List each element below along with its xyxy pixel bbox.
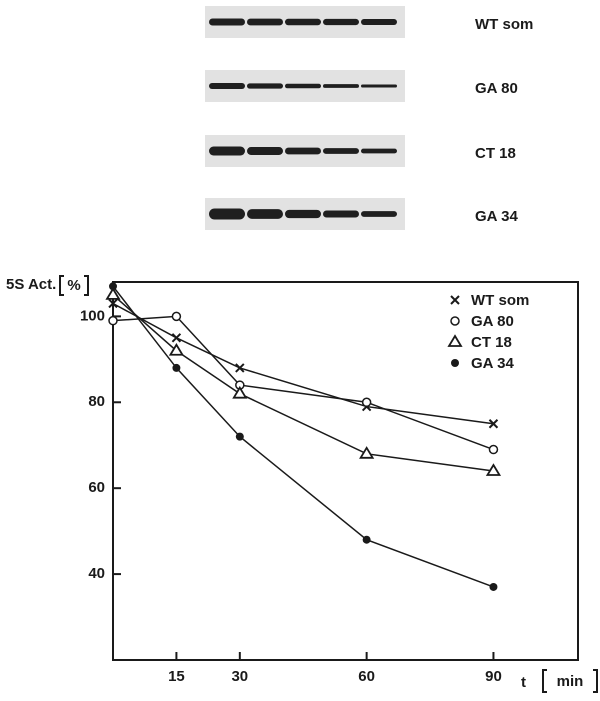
y-tick-label: 100 bbox=[80, 307, 105, 324]
legend-label: GA 80 bbox=[471, 313, 514, 330]
marker-filled-circle bbox=[451, 359, 459, 367]
marker-filled-circle bbox=[109, 282, 117, 291]
blot-band bbox=[247, 209, 283, 219]
blot-band bbox=[323, 18, 359, 26]
marker-x bbox=[450, 295, 460, 305]
marker-open-triangle bbox=[485, 463, 502, 476]
blot-band bbox=[361, 211, 397, 217]
y-unit-brackets bbox=[59, 275, 89, 296]
blot-band bbox=[247, 147, 283, 155]
series-line bbox=[112, 302, 494, 425]
y-tick-label: 60 bbox=[88, 479, 105, 496]
blot-band bbox=[361, 84, 397, 88]
blot-band bbox=[323, 84, 359, 88]
blot-band bbox=[361, 148, 397, 154]
plot-frame bbox=[112, 281, 579, 661]
x-tick-label: 90 bbox=[485, 668, 502, 685]
series-line bbox=[112, 315, 494, 451]
marker-x bbox=[108, 298, 118, 309]
marker-filled-circle bbox=[362, 535, 371, 544]
marker-x bbox=[235, 363, 245, 373]
marker-open-circle bbox=[108, 315, 118, 326]
blot-label: GA 80 bbox=[475, 80, 518, 97]
marker-open-triangle bbox=[105, 287, 121, 300]
blot-band bbox=[209, 208, 245, 220]
marker-open-circle bbox=[488, 444, 499, 455]
y-tick-label: 80 bbox=[88, 393, 105, 410]
blot-label: WT som bbox=[475, 16, 533, 33]
series-line bbox=[112, 285, 494, 588]
marker-open-circle bbox=[361, 397, 372, 408]
blot-band bbox=[209, 18, 245, 26]
marker-x bbox=[171, 333, 182, 343]
blot-band bbox=[285, 83, 321, 89]
x-axis-label: t bbox=[521, 674, 526, 691]
marker-open-triangle bbox=[168, 342, 184, 356]
legend-label: WT som bbox=[471, 292, 529, 309]
x-tick-label: 30 bbox=[231, 668, 248, 685]
marker-open-triangle bbox=[447, 334, 463, 347]
blot-band bbox=[247, 18, 283, 26]
y-axis-label: 5S Act. bbox=[6, 276, 56, 293]
blot-band bbox=[285, 18, 321, 26]
blot-band bbox=[285, 147, 321, 155]
marker-open-triangle bbox=[359, 446, 375, 459]
legend-label: CT 18 bbox=[471, 334, 512, 351]
blot-band bbox=[285, 209, 321, 219]
legend-label: GA 34 bbox=[471, 355, 514, 372]
blot-label: CT 18 bbox=[475, 145, 516, 162]
series-line bbox=[112, 294, 494, 472]
blot-label: GA 34 bbox=[475, 208, 518, 225]
blot-band bbox=[323, 148, 359, 154]
gel-blots: WT som GA 80 CT 18 GA 34 bbox=[205, 6, 533, 230]
marker-x bbox=[488, 419, 499, 429]
marker-open-triangle bbox=[232, 385, 248, 399]
y-tick-label: 40 bbox=[88, 565, 105, 582]
blot-band bbox=[323, 210, 359, 218]
marker-filled-circle bbox=[489, 582, 498, 591]
blot-band bbox=[247, 83, 283, 89]
x-tick-label: 60 bbox=[358, 668, 375, 685]
marker-filled-circle bbox=[235, 432, 244, 441]
x-tick-label: 15 bbox=[168, 668, 185, 685]
x-axis-unit: min bbox=[557, 673, 584, 690]
blot-band bbox=[209, 83, 245, 89]
x-unit-brackets bbox=[542, 669, 598, 693]
blot-band bbox=[209, 146, 245, 156]
blot-band bbox=[361, 19, 397, 25]
marker-open-circle bbox=[450, 316, 460, 326]
marker-filled-circle bbox=[172, 363, 181, 372]
y-axis-unit: % bbox=[67, 277, 80, 294]
marker-open-circle bbox=[171, 311, 182, 322]
